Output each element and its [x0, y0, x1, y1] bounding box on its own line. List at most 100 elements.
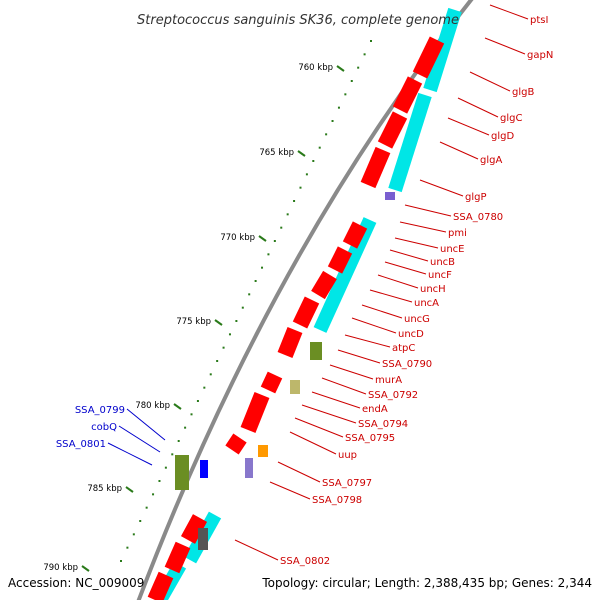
- label-leader: [344, 334, 391, 348]
- gene-arrow: [164, 541, 191, 574]
- gene-label: SSA_0797: [322, 478, 372, 489]
- gene-arrow: [311, 270, 337, 300]
- label-leader: [394, 237, 439, 249]
- gene-arrow: [180, 514, 208, 544]
- label-leader: [484, 37, 526, 55]
- kbp-tick: [214, 319, 223, 326]
- minor-tick: [209, 373, 212, 376]
- minor-tick: [267, 253, 270, 256]
- kbp-label: 765 kbp: [259, 148, 294, 158]
- cog-segment: [388, 92, 432, 193]
- minor-tick: [132, 533, 135, 536]
- gene-label: SSA_0799: [75, 405, 125, 416]
- gene-label: gapN: [527, 50, 553, 61]
- feature-block: [310, 342, 322, 360]
- kbp-label: 780 kbp: [135, 401, 170, 411]
- kbp-tick: [173, 403, 182, 410]
- label-leader: [469, 71, 511, 92]
- label-leader: [337, 349, 381, 364]
- gene-label: pmi: [448, 228, 467, 239]
- gene-label: SSA_0790: [382, 359, 432, 370]
- feature-block: [290, 380, 300, 394]
- reverse-gene-track: [147, 36, 445, 600]
- minor-tick: [363, 53, 366, 56]
- gene-arrow: [377, 111, 408, 149]
- map-title: Streptococcus sanguinis SK36, complete g…: [137, 13, 459, 28]
- gene-label: uncH: [420, 284, 446, 295]
- accession-text: Accession: NC_009009: [8, 576, 144, 590]
- label-leader: [399, 221, 447, 233]
- label-leader: [361, 304, 403, 319]
- topology-text: Topology: circular; Length: 2,388,435 bp…: [261, 576, 592, 590]
- gene-label: atpC: [392, 343, 415, 354]
- minor-tick: [318, 146, 321, 149]
- label-leader: [404, 204, 452, 217]
- kbp-tick: [81, 565, 90, 572]
- minor-tick: [370, 40, 372, 42]
- label-leader: [277, 461, 321, 483]
- gene-arrow: [225, 433, 247, 455]
- minor-tick: [241, 306, 244, 309]
- minor-tick: [145, 506, 148, 509]
- gene-label-leaders: [107, 4, 529, 561]
- feature-block: [175, 455, 189, 490]
- label-leader: [289, 431, 337, 455]
- gene-arrow: [327, 246, 353, 274]
- kbp-label: 790 kbp: [43, 563, 78, 573]
- minor-tick: [305, 173, 308, 176]
- cog-segment: [423, 7, 462, 93]
- gene-label: SSA_0780: [453, 212, 503, 223]
- minor-tick: [261, 266, 264, 269]
- gene-label: uncE: [440, 244, 465, 255]
- minor-tick: [158, 480, 161, 482]
- gene-arrow: [240, 392, 270, 433]
- kbp-tick-marks: 760 kbp 765 kbp 770 kbp 775 kbp 780 kbp 785 k…: [43, 40, 372, 573]
- label-leader: [439, 141, 479, 160]
- label-leader: [457, 97, 499, 118]
- kbp-label: 785 kbp: [87, 484, 122, 494]
- kbp-label: 770 kbp: [220, 233, 255, 243]
- label-leader: [489, 4, 529, 20]
- gene-label: uup: [338, 450, 357, 461]
- label-leader: [107, 442, 153, 466]
- label-leader: [447, 117, 490, 136]
- kbp-label: 760 kbp: [298, 63, 333, 73]
- feature-block: [385, 192, 395, 200]
- gene-arrow: [260, 371, 283, 394]
- gene-arrow: [360, 146, 391, 189]
- minor-tick: [139, 520, 142, 522]
- minor-tick: [184, 426, 187, 429]
- label-leader: [126, 408, 166, 441]
- label-leader: [377, 274, 419, 289]
- gene-label: SSA_0801: [56, 439, 106, 450]
- gene-label: SSA_0795: [345, 433, 395, 444]
- label-leader: [351, 317, 397, 334]
- minor-tick: [126, 546, 129, 549]
- minor-tick: [254, 280, 257, 282]
- gene-label: SSA_0802: [280, 556, 330, 567]
- minor-tick: [344, 93, 347, 96]
- gene-arrow: [392, 76, 423, 114]
- label-leader: [301, 404, 357, 424]
- minor-tick: [293, 200, 296, 202]
- label-leader: [269, 481, 311, 500]
- gene-label: uncA: [414, 298, 439, 309]
- gene-arrow: [292, 296, 320, 329]
- gene-label: uncG: [404, 314, 430, 325]
- gene-arrow: [412, 36, 445, 79]
- label-leader: [321, 377, 367, 395]
- gene-label: uncF: [428, 270, 452, 281]
- kbp-tick: [125, 486, 134, 493]
- label-leader: [311, 391, 361, 409]
- minor-tick: [357, 66, 360, 69]
- minor-tick: [299, 186, 302, 189]
- label-leader: [294, 417, 344, 438]
- label-leader: [389, 249, 429, 262]
- minor-tick: [312, 160, 315, 162]
- label-leader: [384, 261, 427, 275]
- gene-label: SSA_0798: [312, 495, 362, 506]
- minor-tick: [216, 360, 219, 362]
- minor-tick: [286, 213, 289, 216]
